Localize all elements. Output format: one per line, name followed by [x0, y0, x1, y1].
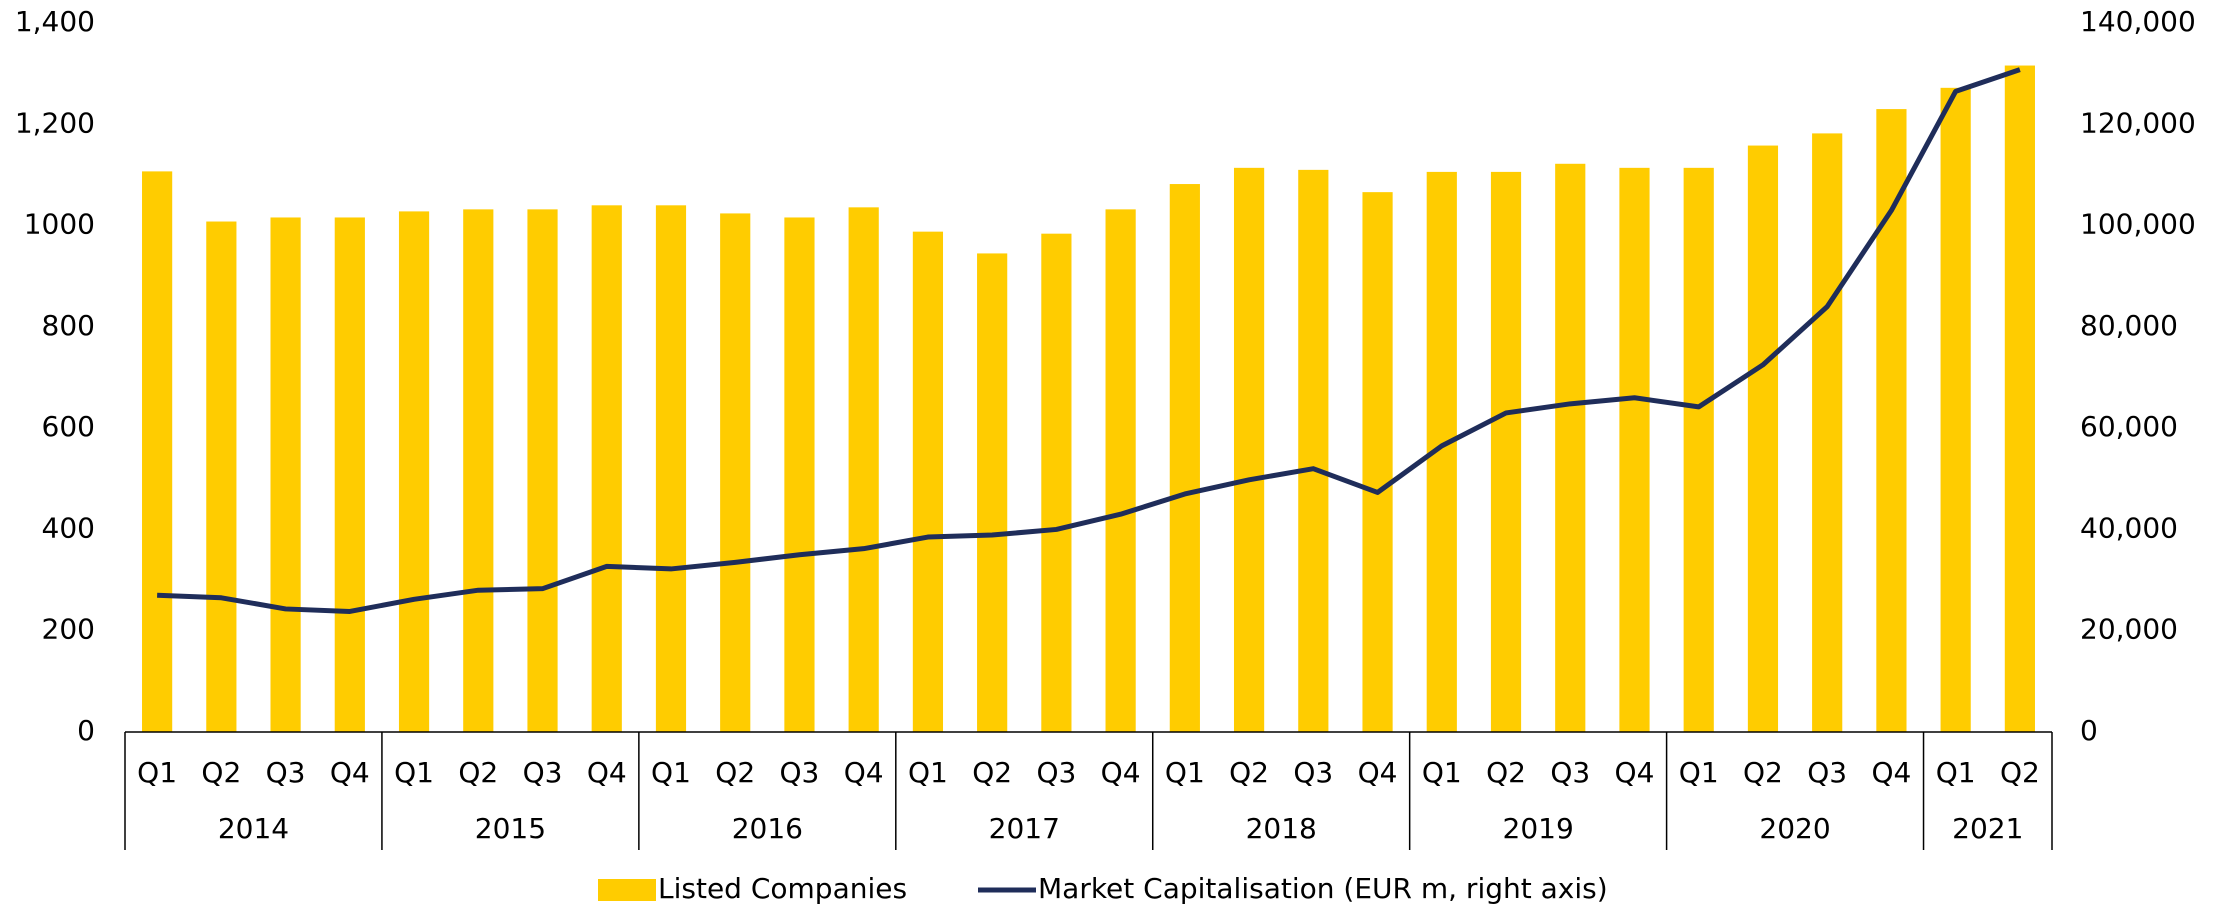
x-tick-label: Q1	[137, 756, 177, 789]
x-tick-label: Q4	[1615, 756, 1655, 789]
x-tick-label: Q2	[1486, 756, 1526, 789]
bar	[1362, 192, 1393, 732]
bar	[912, 231, 944, 733]
bar	[720, 213, 751, 733]
y-tick-label: 1,400	[15, 5, 95, 38]
bar	[1105, 209, 1136, 732]
y2-tick-label: 40,000	[2080, 511, 2178, 544]
x-tick-label: Q1	[1936, 756, 1976, 789]
legend-swatch	[598, 879, 656, 901]
x-tick-label: Q3	[1036, 756, 1076, 789]
y-tick-label: 800	[42, 309, 95, 342]
group-label: 2017	[989, 812, 1060, 845]
x-tick-label: Q1	[1422, 756, 1462, 789]
x-tick-label: Q3	[1807, 756, 1847, 789]
group-label: 2019	[1503, 812, 1574, 845]
x-tick-label: Q2	[1229, 756, 1269, 789]
y2-tick-label: 20,000	[2080, 613, 2178, 646]
bar	[1940, 87, 1971, 732]
x-tick-label: Q4	[844, 756, 884, 789]
bar	[1555, 163, 1586, 733]
x-tick-label: Q2	[1743, 756, 1783, 789]
legend-label: Listed Companies	[658, 872, 907, 905]
x-tick-label: Q4	[587, 756, 627, 789]
bar	[270, 217, 301, 732]
group-label: 2021	[1952, 812, 2023, 845]
x-tick-label: Q2	[972, 756, 1012, 789]
x-tick-label: Q1	[1679, 756, 1719, 789]
x-tick-label: Q1	[394, 756, 434, 789]
y-tick-label: 600	[42, 410, 95, 443]
x-tick-label: Q1	[1165, 756, 1205, 789]
x-tick-label: Q2	[201, 756, 241, 789]
bar	[142, 171, 173, 733]
x-tick-label: Q2	[2000, 756, 2040, 789]
y2-tick-label: 140,000	[2080, 5, 2196, 38]
bar	[1233, 167, 1265, 733]
bar	[1041, 233, 1072, 732]
bar	[463, 209, 494, 732]
x-tick-label: Q2	[458, 756, 498, 789]
x-tick-label: Q3	[780, 756, 820, 789]
x-tick-label: Q4	[1358, 756, 1398, 789]
group-label: 2020	[1759, 812, 1830, 845]
bar	[1812, 133, 1843, 732]
y-tick-label: 1000	[24, 208, 95, 241]
y2-tick-label: 0	[2080, 714, 2098, 747]
bar	[1619, 167, 1650, 733]
bar	[1490, 171, 1522, 732]
legend-label: Market Capitalisation (EUR m, right axis…	[1038, 872, 1608, 905]
x-tick-label: Q1	[651, 756, 691, 789]
x-tick-label: Q1	[908, 756, 948, 789]
bar	[977, 253, 1008, 733]
x-tick-label: Q2	[715, 756, 755, 789]
bar	[1298, 169, 1329, 733]
y-tick-label: 400	[42, 511, 95, 544]
bar	[591, 205, 622, 733]
group-label: 2015	[475, 812, 546, 845]
bar	[1169, 184, 1200, 732]
x-tick-label: Q4	[1871, 756, 1911, 789]
y2-tick-label: 80,000	[2080, 309, 2178, 342]
bar	[655, 205, 687, 733]
bar	[784, 217, 815, 732]
bar	[334, 217, 365, 732]
y-tick-label: 1,200	[15, 106, 95, 139]
group-label: 2014	[218, 812, 289, 845]
line	[157, 67, 2021, 614]
x-tick-label: Q4	[1101, 756, 1141, 789]
bar	[527, 209, 558, 732]
y2-tick-label: 100,000	[2080, 208, 2196, 241]
y2-tick-label: 120,000	[2080, 106, 2196, 139]
group-label: 2016	[732, 812, 803, 845]
x-tick-label: Q3	[266, 756, 306, 789]
bar	[1876, 109, 1907, 733]
x-tick-label: Q4	[330, 756, 370, 789]
y-tick-label: 0	[77, 714, 95, 747]
bar	[1683, 167, 1714, 733]
y2-tick-label: 60,000	[2080, 410, 2178, 443]
bar	[2004, 65, 2035, 733]
x-tick-label: Q3	[1293, 756, 1333, 789]
bar	[206, 221, 237, 732]
bar	[1747, 145, 1779, 732]
group-label: 2018	[1246, 812, 1317, 845]
y-tick-label: 200	[42, 613, 95, 646]
x-tick-label: Q3	[1550, 756, 1590, 789]
bar	[848, 207, 879, 733]
x-tick-label: Q3	[523, 756, 563, 789]
bar	[398, 211, 430, 733]
